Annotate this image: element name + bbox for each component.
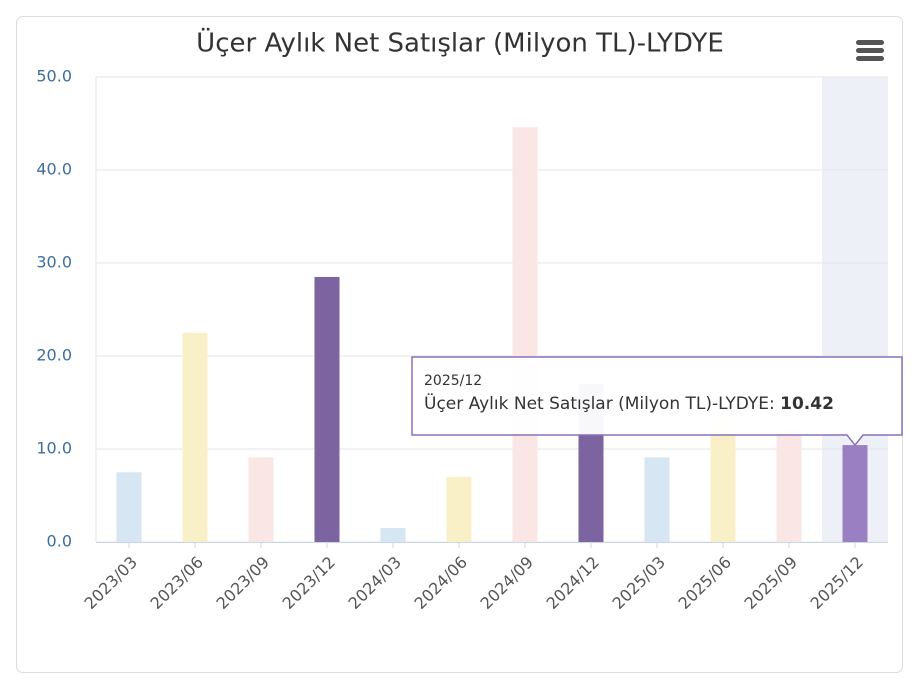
card	[16, 16, 903, 673]
y-tick-label: 40.0	[36, 160, 72, 179]
y-tick-label: 20.0	[36, 346, 72, 365]
bar	[710, 416, 736, 542]
bar	[248, 457, 274, 542]
menu-button[interactable]	[856, 40, 884, 61]
bar	[182, 332, 208, 542]
tooltip: 2025/12 Üçer Aylık Net Satışlar (Milyon T…	[411, 356, 903, 447]
tooltip-label: Üçer Aylık Net Satışlar (Milyon TL)-LYDY…	[424, 392, 775, 414]
bar	[380, 528, 406, 542]
tooltip-value: 10.42	[780, 394, 834, 414]
tooltip-row: Üçer Aylık Net Satışlar (Milyon TL)-LYDY…	[424, 392, 834, 414]
bar	[314, 276, 340, 542]
bar	[776, 430, 802, 542]
y-tick-label: 0.0	[47, 532, 72, 551]
tooltip-category: 2025/12	[424, 373, 482, 389]
bar	[644, 457, 670, 542]
bar	[842, 445, 868, 542]
chart-title: Üçer Aylık Net Satışlar (Milyon TL)-LYDY…	[196, 27, 724, 59]
y-tick-label: 10.0	[36, 439, 72, 458]
y-tick-label: 50.0	[36, 67, 72, 86]
bar	[116, 472, 142, 542]
tooltip-box	[411, 356, 903, 447]
y-tick-label: 30.0	[36, 253, 72, 272]
plot	[95, 76, 888, 548]
bar	[446, 476, 472, 542]
bar	[512, 127, 538, 542]
